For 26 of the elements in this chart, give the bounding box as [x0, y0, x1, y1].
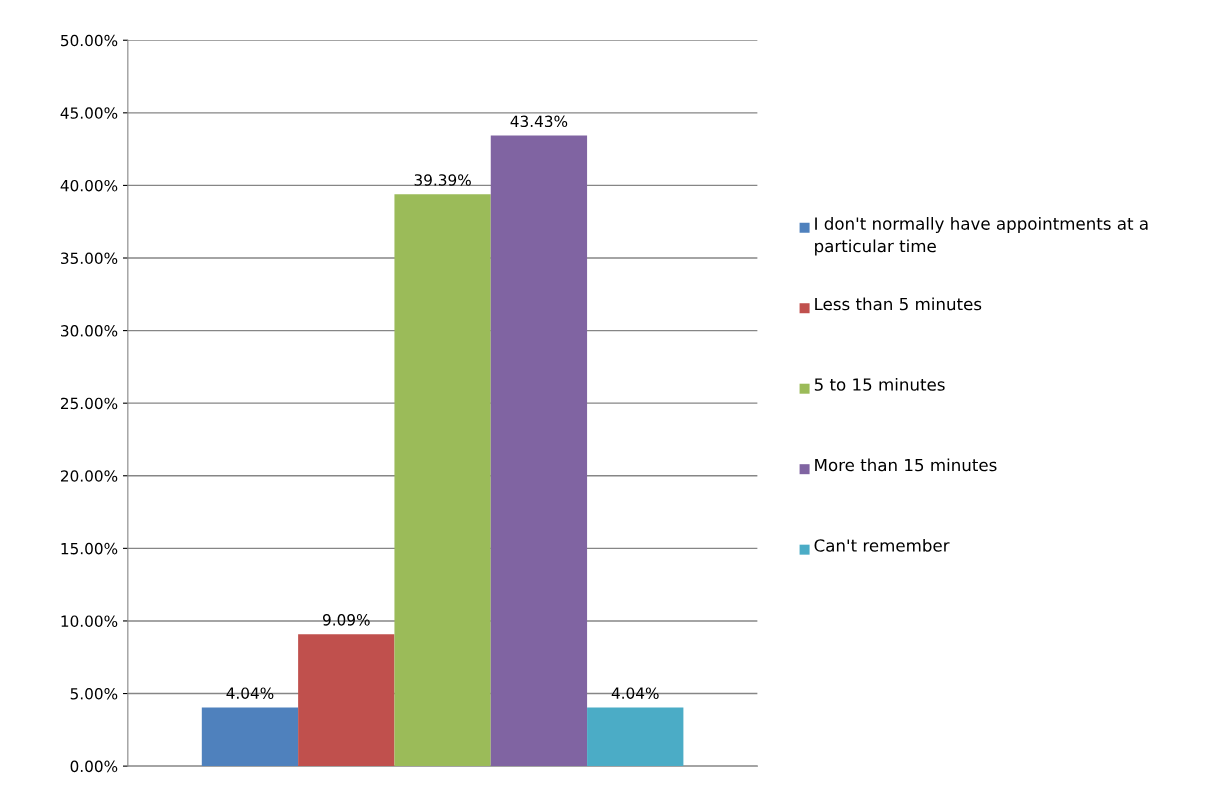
legend-label: I don't normally have appointments at a particular time	[815, 216, 1148, 256]
data-label: 4.04%	[611, 687, 659, 699]
y-tick-label: 35.00%	[61, 252, 118, 265]
bar	[201, 707, 299, 767]
y-tick-label: 20.00%	[60, 470, 118, 482]
bar	[394, 194, 491, 767]
y-tick-label: 25.00%	[60, 397, 118, 410]
data-label: 39.39%	[414, 174, 471, 186]
y-tick-label: 30.00%	[61, 325, 118, 337]
y-tick-label: 10.00%	[61, 615, 118, 627]
y-tick-label: 15.00%	[61, 542, 118, 555]
y-tick-label: 40.00%	[60, 179, 118, 192]
y-tick-label: 5.00%	[70, 688, 118, 700]
data-label: 43.43%	[510, 115, 568, 128]
bar	[298, 634, 395, 767]
y-tick-label: 50.00%	[61, 34, 118, 47]
bar	[490, 135, 588, 767]
legend-label: More than 15 minutes	[815, 458, 997, 472]
legend-label: Less than 5 minutes	[815, 297, 982, 311]
bar	[587, 707, 684, 767]
y-tick-label: 0.00%	[70, 760, 118, 773]
legend-label: 5 to 15 minutes	[814, 377, 945, 391]
y-tick-label: 45.00%	[60, 107, 118, 119]
legend-label: Can't remember	[814, 538, 950, 552]
data-label: 4.04%	[226, 687, 274, 699]
data-label: 9.09%	[322, 614, 370, 626]
